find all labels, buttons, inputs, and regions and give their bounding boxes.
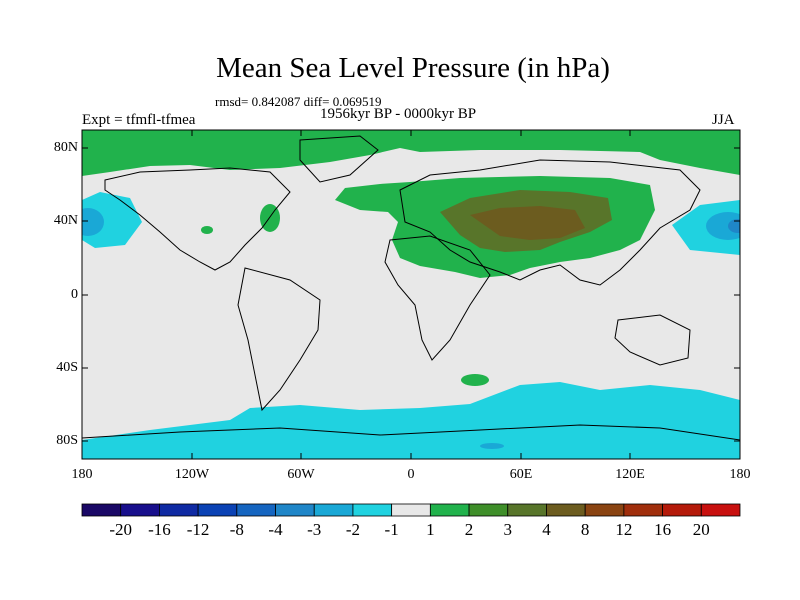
colorbar-swatch [700,503,741,517]
north-pacific-west-negative [82,192,142,248]
plot-title: Mean Sea Level Pressure (in hPa) [216,52,610,84]
colorbar-tick-label: 16 [654,520,672,539]
colorbar-tick-label: -4 [268,520,283,539]
experiment-label: Expt = tfmfl-tfmea [82,112,196,128]
north-pacific-west-core [82,208,104,236]
rmsd-diff-stats: rmsd= 0.842087 diff= 0.069519 [215,94,382,109]
colorbar-swatch [275,503,315,517]
lon-label: 180 [71,467,93,482]
colorbar-swatch [81,503,122,517]
colorbar-swatch [197,503,238,517]
colorbar-tick-label: 2 [464,520,474,539]
north-pacific-east-inner [728,219,740,233]
colorbar-swatch [313,503,354,517]
north-pacific-east-core [706,212,740,240]
colorbar-tick-label: 4 [542,520,551,539]
colorbar-swatch [468,503,509,517]
map-panel [81,129,741,460]
colorbar-swatch [546,503,586,517]
colorbar-swatch [120,503,160,517]
lat-label: 40S [56,360,78,375]
central-asia-core [470,206,585,240]
colorbar-tick-label: 1 [426,520,435,539]
lat-label: 0 [71,287,78,302]
colorbar-swatch [623,503,663,517]
colorbar-tick-label: -2 [345,520,361,539]
northeast-america-positive [260,204,280,232]
colorbar-tick-label: -3 [307,520,322,539]
lon-label: 120W [174,467,210,482]
colorbar-swatch [391,503,431,517]
south-indian-ocean-positive [461,374,489,386]
time-period-subtitle: 1956kyr BP - 0000kyr BP [320,106,477,122]
lon-label: 0 [407,467,415,482]
colorbar-tick-label: -1 [384,520,399,539]
arctic-positive-region [82,130,740,176]
colorbar-swatch [236,503,276,517]
colorbar-swatch [507,503,547,517]
lat-label: 40N [53,213,78,228]
lon-label: 120E [615,467,645,482]
colorbar [81,503,741,517]
season-label: JJA [712,112,735,128]
colorbar-tick-label: -12 [186,520,210,539]
colorbar-swatch [662,503,702,517]
colorbar-swatch [352,503,393,517]
colorbar-tick-label: 8 [580,520,590,539]
lat-label: 80S [56,433,78,448]
lon-label: 60W [287,467,315,482]
southern-ocean-negative-band [82,382,740,459]
southern-ocean-core [480,443,504,449]
lon-label: 60E [509,467,533,482]
colorbar-tick-label: 20 [692,520,710,539]
colorbar-swatch [429,503,470,517]
colorbar-swatch [159,503,199,517]
coastlines [82,135,740,441]
lon-label: 180 [729,467,751,482]
colorbar-tick-label: -8 [229,520,244,539]
midwest-positive [201,226,213,234]
colorbar-tick-label: 12 [615,520,633,539]
axis-ticks [81,130,741,459]
colorbar-swatch [584,503,625,517]
colorbar-tick-label: -20 [109,520,133,539]
lat-label: 80N [53,140,78,155]
colorbar-tick-label: -16 [148,520,171,539]
colorbar-tick-label: 3 [503,520,513,539]
